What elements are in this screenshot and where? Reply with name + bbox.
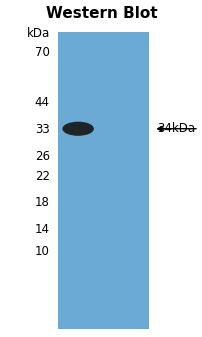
Bar xyxy=(58,32,148,329)
Text: 33: 33 xyxy=(35,123,49,136)
Text: 70: 70 xyxy=(35,46,49,59)
Text: 14: 14 xyxy=(35,223,49,236)
Text: 34kDa: 34kDa xyxy=(157,122,195,135)
Text: 18: 18 xyxy=(35,196,49,209)
Text: 22: 22 xyxy=(35,171,49,183)
Text: 26: 26 xyxy=(35,150,49,163)
Ellipse shape xyxy=(62,122,93,136)
Text: kDa: kDa xyxy=(26,27,49,40)
Text: Western Blot: Western Blot xyxy=(45,6,157,21)
Text: 10: 10 xyxy=(35,245,49,257)
Text: 44: 44 xyxy=(35,96,49,109)
